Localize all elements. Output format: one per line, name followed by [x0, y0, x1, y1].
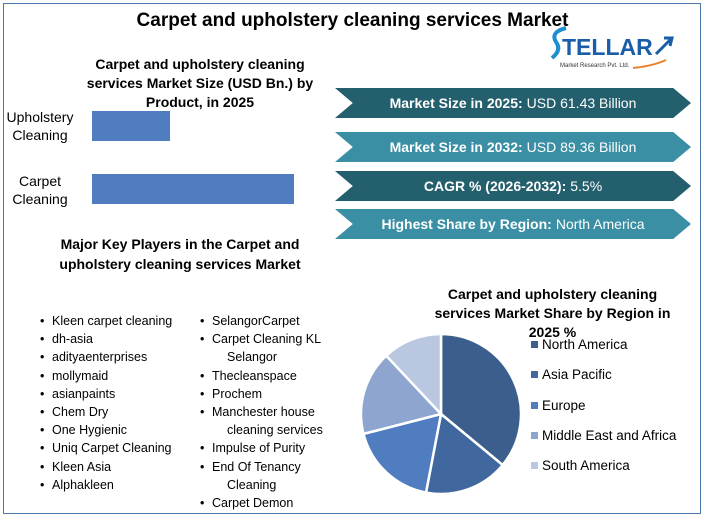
- legend-item: Europe: [531, 398, 586, 413]
- key-player: Kleen Asia: [40, 458, 172, 476]
- legend-item: South America: [531, 458, 630, 473]
- key-player: Alphakleen: [40, 476, 172, 494]
- bar-chart-title: Carpet and upholstery cleaning services …: [86, 56, 314, 110]
- pie-slice-asia-pacific: [424, 411, 505, 495]
- stat-banner: Highest Share by Region: North America: [335, 209, 691, 239]
- bar-upholstery-cleaning: [92, 111, 170, 141]
- pie-chart: [360, 333, 522, 495]
- legend-item: Asia Pacific: [531, 367, 612, 382]
- legend-item: Middle East and Africa: [531, 428, 676, 443]
- key-player: Carpet Demon: [200, 494, 323, 512]
- key-player: dh-asia: [40, 330, 172, 348]
- stat-banner: CAGR % (2026-2032): 5.5%: [335, 171, 691, 201]
- key-players-list-2: SelangorCarpet Carpet Cleaning KL Selangor…: [200, 312, 323, 512]
- key-player: asianpaints: [40, 385, 172, 403]
- pie-slice-north-america: [439, 333, 522, 467]
- key-player: Chem Dry: [40, 403, 172, 421]
- pie-slice-south-america: [384, 333, 443, 418]
- page-title: Carpet and upholstery cleaning services …: [136, 10, 569, 31]
- key-player-text: Carpet Demon: [212, 496, 294, 511]
- key-player-text: cleaning services: [227, 423, 323, 438]
- pie-slice-middle-east-and-africa: [360, 353, 444, 436]
- legend-swatch: [531, 371, 538, 378]
- frame: [3, 3, 701, 514]
- key-player-text: Cleaning: [227, 477, 277, 492]
- pie-chart-title: Carpet and upholstery cleaning services …: [434, 286, 671, 340]
- legend-label: Asia Pacific: [542, 367, 612, 382]
- stat-label: CAGR % (2026-2032):: [423, 178, 567, 194]
- legend-item: North America: [531, 337, 628, 352]
- svg-text:TELLAR: TELLAR: [562, 34, 653, 60]
- key-player-text: Thecleanspace: [212, 368, 297, 383]
- stat-value: North America: [555, 216, 645, 232]
- key-player: mollymaid: [40, 367, 172, 385]
- key-player: Manchester house cleaning services: [200, 403, 323, 439]
- key-player-text: Manchester house: [212, 405, 315, 420]
- pie-slice-europe: [361, 412, 443, 495]
- key-player-text: SelangorCarpet: [212, 314, 300, 328]
- key-player: End Of Tenancy Cleaning: [200, 458, 323, 494]
- stat-label: Market Size in 2025:: [389, 95, 523, 111]
- key-player: Thecleanspace: [200, 367, 323, 385]
- key-players-list-1: Kleen carpet cleaningdh-asiaadityaenterp…: [40, 312, 172, 494]
- svg-text:Market Research Pvt. Ltd.: Market Research Pvt. Ltd.: [560, 63, 630, 69]
- stat-label: Highest Share by Region:: [381, 216, 552, 232]
- legend-swatch: [531, 402, 538, 409]
- key-players-title: Major Key Players in the Carpet and upho…: [59, 236, 301, 272]
- stat-value: USD 89.36 Billion: [526, 139, 637, 155]
- stat-value: USD 61.43 Billion: [526, 95, 637, 111]
- stat-value: 5.5%: [570, 178, 603, 194]
- legend-label: Europe: [542, 398, 586, 413]
- legend-label: South America: [542, 458, 630, 473]
- key-player: One Hygienic: [40, 421, 172, 439]
- key-player-text: Carpet Cleaning KL: [212, 332, 322, 347]
- category-label: Upholstery Cleaning: [6, 109, 74, 143]
- key-player-text: Prochem: [212, 386, 263, 401]
- stat-banner: Market Size in 2032: USD 89.36 Billion: [335, 132, 691, 162]
- key-player: Kleen carpet cleaning: [40, 312, 172, 330]
- legend-label: North America: [542, 337, 628, 352]
- category-label: Carpet Cleaning: [12, 173, 68, 207]
- legend-label: Middle East and Africa: [542, 428, 677, 443]
- legend-swatch: [531, 462, 538, 469]
- key-player: Carpet Cleaning KL Selangor: [200, 330, 323, 366]
- key-player-text: Selangor: [227, 350, 278, 365]
- key-player: adityaenterprises: [40, 348, 172, 366]
- stellar-logo: TELLAR Market Research Pvt. Ltd.: [548, 24, 678, 79]
- legend-swatch: [531, 432, 538, 439]
- key-player-text: Impulse of Purity: [212, 441, 306, 456]
- key-player-text: End Of Tenancy: [212, 459, 301, 474]
- key-player: Uniq Carpet Cleaning: [40, 439, 172, 457]
- key-player: SelangorCarpet: [200, 312, 323, 330]
- legend-swatch: [531, 341, 538, 348]
- stat-label: Market Size in 2032:: [389, 139, 523, 155]
- stat-banner: Market Size in 2025: USD 61.43 Billion: [335, 88, 691, 118]
- key-player: Prochem: [200, 385, 323, 403]
- key-player: Impulse of Purity: [200, 439, 323, 457]
- bar-carpet-cleaning: [92, 174, 294, 204]
